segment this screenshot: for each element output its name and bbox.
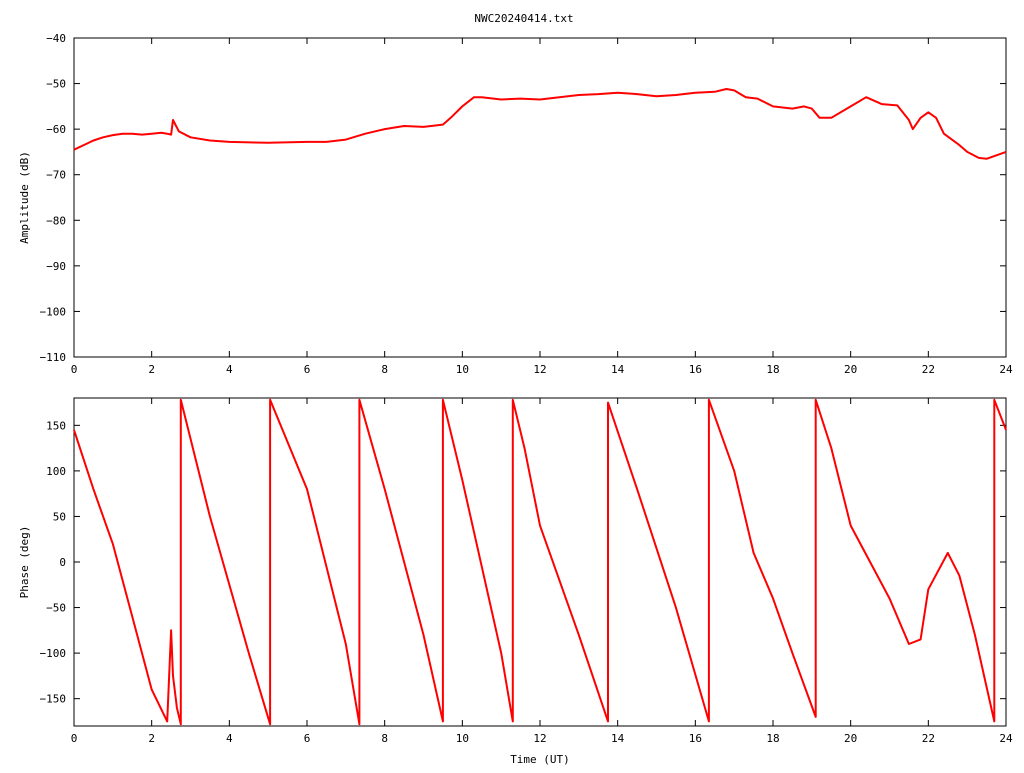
amplitude-x-tick-label: 16 — [689, 363, 702, 376]
amplitude-x-tick-label: 12 — [533, 363, 546, 376]
phase-x-tick-label: 2 — [148, 732, 155, 745]
amplitude-y-axis-label: Amplitude (dB) — [18, 151, 31, 244]
phase-x-tick-label: 4 — [226, 732, 233, 745]
phase-plot-frame — [73, 397, 1007, 727]
amplitude-y-tick-label: −40 — [46, 32, 66, 45]
amplitude-plot-frame — [73, 37, 1007, 358]
phase-plot: 0 2 4 6 8 10 12 14 16 18 20 22 24−150−100−5005010015… — [18, 397, 1013, 766]
amplitude-y-tick-label: −70 — [46, 169, 66, 182]
phase-x-tick-label: 12 — [533, 732, 546, 745]
phase-x-axis-label: Time (UT) — [510, 753, 570, 766]
phase-y-tick-label: −100 — [40, 647, 67, 660]
phase-y-tick-label: 50 — [53, 510, 66, 523]
phase-x-tick-label: 10 — [456, 732, 469, 745]
phase-x-tick-label: 14 — [611, 732, 625, 745]
phase-y-tick-label: −50 — [46, 602, 66, 615]
amplitude-x-tick-label: 0 — [71, 363, 78, 376]
phase-x-tick-label: 0 — [71, 732, 78, 745]
amplitude-series-line — [73, 88, 1007, 160]
phase-x-tick-label: 16 — [689, 732, 702, 745]
phase-x-tick-label: 20 — [844, 732, 857, 745]
amplitude-x-tick-label: 18 — [766, 363, 779, 376]
amplitude-y-tick-label: −90 — [46, 260, 66, 273]
phase-series-line — [73, 398, 1007, 726]
phase-y-tick-label: −150 — [40, 693, 67, 706]
amplitude-x-tick-label: 4 — [226, 363, 233, 376]
amplitude-x-tick-label: 10 — [456, 363, 469, 376]
amplitude-x-tick-label: 22 — [922, 363, 935, 376]
amplitude-y-tick-label: −80 — [46, 214, 66, 227]
phase-x-tick-label: 8 — [381, 732, 388, 745]
amplitude-x-tick-label: 6 — [304, 363, 311, 376]
amplitude-x-tick-label: 20 — [844, 363, 857, 376]
amplitude-y-tick-label: −60 — [46, 123, 66, 136]
phase-y-axis-label: Phase (deg) — [18, 526, 31, 599]
amplitude-y-tick-label: −50 — [46, 78, 66, 91]
amplitude-x-tick-label: 24 — [999, 363, 1013, 376]
phase-y-tick-label: 100 — [46, 465, 66, 478]
phase-x-tick-label: 18 — [766, 732, 779, 745]
phase-x-tick-label: 22 — [922, 732, 935, 745]
chart-title: NWC20240414.txt — [474, 12, 573, 25]
amplitude-plot: 0 2 4 6 8 10 12 14 16 18 20 22 24−110−100−90−80−70−6… — [18, 32, 1013, 376]
phase-y-tick-label: 150 — [46, 419, 66, 432]
phase-x-tick-label: 24 — [999, 732, 1013, 745]
amplitude-y-tick-label: −100 — [40, 305, 67, 318]
amplitude-x-tick-label: 8 — [381, 363, 388, 376]
phase-y-tick-label: 0 — [59, 556, 66, 569]
amplitude-y-tick-label: −110 — [40, 351, 67, 364]
amplitude-x-tick-label: 2 — [148, 363, 155, 376]
phase-x-tick-label: 6 — [304, 732, 311, 745]
amplitude-x-tick-label: 14 — [611, 363, 625, 376]
